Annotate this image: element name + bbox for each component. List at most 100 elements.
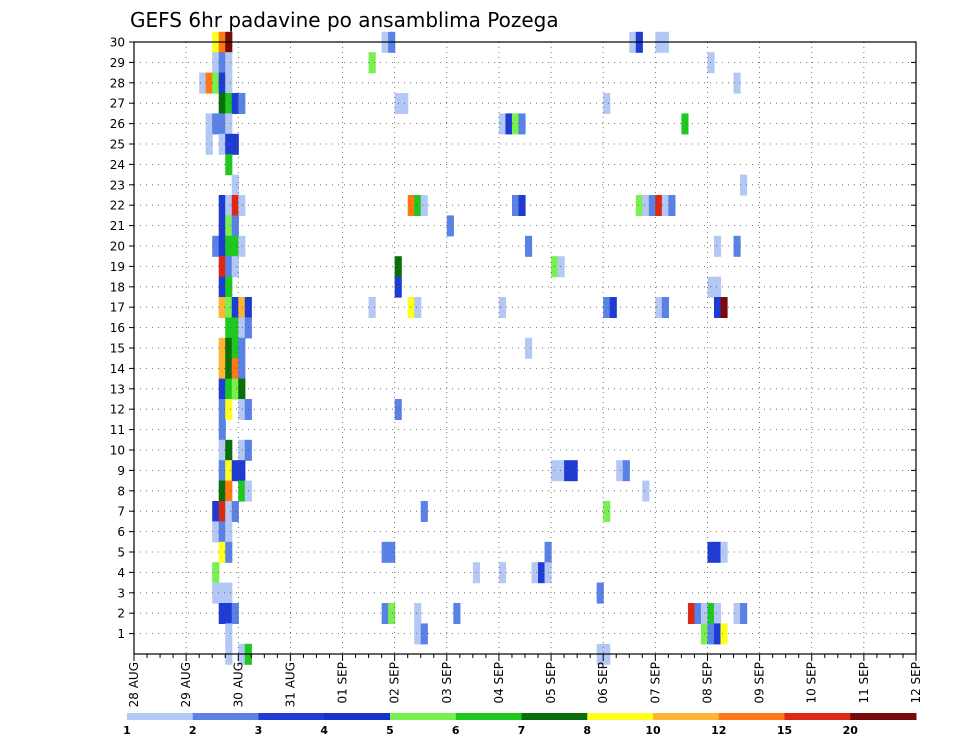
chart-title: GEFS 6hr padavine po ansamblima Pozega	[130, 8, 559, 32]
heatmap-cell	[407, 297, 415, 318]
heatmap-cell	[388, 603, 396, 624]
heatmap-cell	[218, 419, 226, 441]
heatmap-cell	[231, 174, 239, 196]
heatmap-cell	[225, 133, 233, 155]
heatmap-cell	[205, 72, 213, 94]
x-tick-label: 31 AUG	[283, 662, 297, 707]
heatmap-cell	[564, 460, 572, 482]
heatmap-cell	[616, 460, 624, 482]
heatmap-cell	[231, 378, 239, 400]
heatmap-cell	[707, 541, 715, 563]
legend-swatch	[324, 713, 391, 720]
heatmap-cell	[225, 480, 233, 502]
x-tick-label: 28 AUG	[127, 662, 141, 707]
x-tick-label: 10 SEP	[805, 662, 819, 704]
legend-label: 20	[843, 724, 859, 737]
x-tick-label: 09 SEP	[753, 662, 767, 704]
heatmap-cell	[557, 460, 565, 482]
x-tick-label: 01 SEP	[336, 662, 350, 704]
heatmap-cell	[231, 235, 239, 257]
heatmap-cell	[218, 521, 226, 543]
legend-swatch	[192, 713, 259, 720]
heatmap-cell	[505, 113, 513, 135]
x-tick-label: 08 SEP	[700, 662, 714, 704]
heatmap-cell	[218, 276, 226, 298]
heatmap-cell	[720, 541, 728, 563]
legend-swatch	[784, 713, 851, 720]
grid-lines	[134, 42, 916, 654]
x-axis-ticks: 28 AUG 29 AUG 30 AUG 31 AUG 01 SEP 02 SEP 03 S…	[127, 654, 923, 707]
heatmap-cell	[225, 256, 233, 278]
y-tick-label: 4	[117, 566, 125, 580]
heatmap-cell	[212, 72, 220, 94]
heatmap-cell	[498, 297, 507, 318]
heatmap-cell	[218, 501, 226, 522]
heatmap-cell	[511, 195, 520, 216]
x-tick-label: 07 SEP	[648, 662, 662, 704]
heatmap-cell	[218, 297, 226, 318]
y-tick-label: 12	[110, 403, 125, 417]
heatmap-cell	[414, 603, 422, 624]
heatmap-cell	[238, 317, 246, 339]
heatmap-cell	[225, 154, 233, 176]
heatmap-cell	[713, 603, 722, 624]
heatmap-cell	[661, 297, 669, 318]
heatmap-cell	[225, 297, 233, 318]
y-tick-label: 10	[110, 444, 125, 458]
y-tick-label: 24	[110, 158, 125, 172]
heatmap-cell	[225, 235, 233, 257]
heatmap-cell	[713, 297, 722, 318]
heatmap-cell	[713, 623, 722, 645]
heatmap-cell	[713, 541, 722, 563]
heatmap-cell	[603, 297, 611, 318]
legend-label: 1	[123, 724, 131, 737]
heatmap-cell	[538, 562, 546, 584]
heatmap-cell	[453, 603, 461, 624]
legend-label: 4	[320, 724, 328, 737]
y-tick-label: 13	[110, 382, 125, 396]
heatmap-cell	[218, 256, 226, 278]
heatmap-cell	[212, 501, 220, 522]
heatmap-cell	[205, 133, 213, 155]
heatmap-cell	[218, 72, 226, 94]
legend-swatch	[587, 713, 654, 720]
heatmap-cell	[231, 297, 239, 318]
y-tick-label: 3	[117, 586, 125, 600]
heatmap-cell	[238, 195, 246, 216]
heatmap-cell	[707, 52, 715, 74]
x-tick-label: 05 SEP	[544, 662, 558, 704]
y-tick-label: 8	[117, 484, 125, 498]
y-tick-label: 21	[110, 219, 125, 233]
heatmap-cell	[218, 603, 226, 624]
y-tick-label: 9	[117, 464, 125, 478]
heatmap-cell	[225, 337, 233, 359]
heatmap-cell	[212, 582, 220, 604]
heatmap-cell	[218, 582, 226, 604]
x-tick-label: 02 SEP	[388, 662, 402, 704]
heatmap-cell	[661, 195, 669, 216]
heatmap-cells	[199, 31, 748, 665]
y-tick-label: 25	[110, 138, 125, 152]
legend-swatch	[390, 713, 457, 720]
heatmap-cell	[225, 501, 233, 522]
heatmap-cell	[212, 521, 220, 543]
heatmap-cell	[740, 174, 748, 196]
y-tick-label: 27	[110, 97, 125, 111]
legend-swatch	[521, 713, 588, 720]
heatmap-cell	[446, 215, 454, 237]
x-tick-label: 03 SEP	[440, 662, 454, 704]
heatmap-cell	[733, 235, 741, 257]
heatmap-cell	[642, 480, 650, 502]
y-tick-label: 6	[117, 525, 125, 539]
heatmap-cell	[218, 235, 226, 257]
y-tick-label: 1	[117, 627, 125, 641]
heatmap-cell	[498, 113, 507, 135]
heatmap-cell	[225, 541, 233, 563]
heatmap-cell	[225, 52, 233, 74]
y-tick-label: 28	[110, 76, 125, 90]
heatmap-cell	[225, 521, 233, 543]
heatmap-cell	[655, 297, 663, 318]
heatmap-cell	[733, 603, 741, 624]
heatmap-cell	[225, 215, 233, 237]
heatmap-cell	[218, 215, 226, 237]
